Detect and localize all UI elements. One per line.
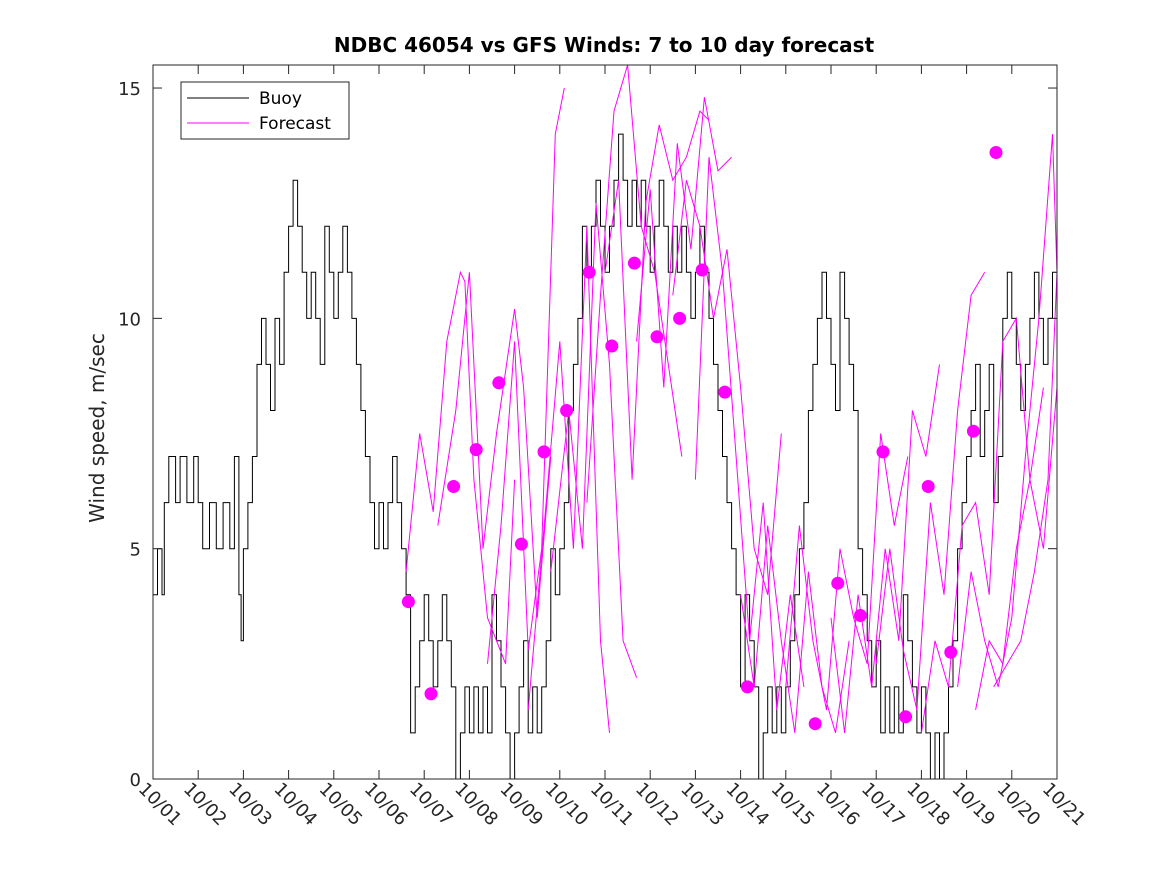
forecast-marker: [808, 717, 822, 731]
buoy-series: [153, 133, 1058, 780]
forecast-marker: [469, 443, 483, 457]
chart-title: NDBC 46054 vs GFS Winds: 7 to 10 day for…: [334, 33, 875, 57]
forecast-marker: [650, 330, 664, 344]
forecast-line: [527, 226, 610, 733]
legend-box: [180, 81, 350, 140]
forecast-line: [405, 270, 516, 664]
legend-buoy-label: Buoy: [259, 89, 302, 109]
legend-forecast-label: Forecast: [259, 114, 331, 134]
forecast-marker: [492, 376, 506, 390]
y-tick-label: 0: [130, 770, 141, 791]
forecast-marker: [447, 480, 461, 493]
forecast-line: [785, 433, 909, 710]
forecast-marker: [401, 595, 415, 609]
forecast-marker: [560, 404, 574, 417]
legend: Buoy Forecast: [180, 81, 350, 140]
forecast-line: [694, 157, 805, 710]
forecast-marker: [695, 263, 709, 277]
forecast-marker: [582, 265, 596, 279]
forecast-line: [740, 525, 850, 734]
forecast-markers: [401, 146, 1003, 731]
forecast-marker: [718, 385, 732, 399]
forecast-marker: [899, 710, 913, 724]
forecast-line: [875, 272, 986, 711]
forecast-marker: [740, 680, 754, 694]
buoy-line: [153, 133, 1058, 780]
forecast-line: [437, 272, 552, 618]
forecast-marker: [831, 576, 845, 590]
forecast-marker: [537, 445, 551, 459]
forecast-marker: [605, 339, 619, 353]
y-tick-label: 10: [118, 309, 141, 330]
y-axis-label: Wind speed, m/sec: [85, 333, 109, 523]
y-tick-label: 15: [118, 79, 141, 100]
forecast-marker: [853, 609, 867, 622]
forecast-marker: [673, 311, 687, 325]
forecast-line: [975, 387, 1058, 710]
forecast-marker: [424, 687, 438, 701]
forecast-marker: [921, 480, 935, 493]
forecast-marker: [989, 146, 1003, 159]
forecast-line: [920, 316, 1044, 733]
forecast-marker: [944, 645, 958, 659]
forecast-marker: [966, 424, 980, 438]
forecast-line: [993, 272, 1058, 688]
forecast-marker: [514, 537, 528, 551]
forecast-line: [830, 364, 940, 733]
forecast-line: [957, 134, 1058, 688]
forecast-marker: [627, 256, 641, 270]
y-tick-label: 5: [130, 540, 141, 561]
y-axis: 0 5 10 15: [118, 79, 1057, 791]
forecast-line: [604, 110, 710, 480]
forecast-marker: [876, 445, 890, 459]
plot-area: [153, 64, 1058, 780]
forecast-line: [487, 87, 565, 664]
